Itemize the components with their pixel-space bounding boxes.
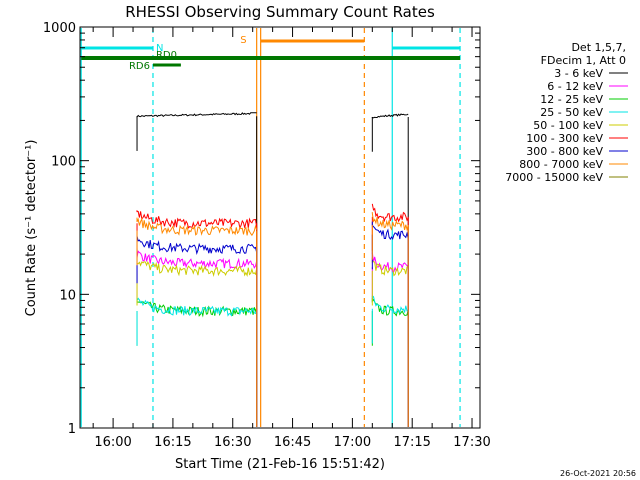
legend-entry: 800 - 7000 keV [519,158,603,171]
legend-entry: 300 - 800 keV [526,145,603,158]
x-tick-label: 17:00 [334,435,371,450]
series-line [371,257,409,277]
series-line [371,221,409,241]
flag-bars: N S RD0 RD6 [81,35,461,72]
chart-title: RHESSI Observing Summary Count Rates [125,3,435,21]
legend-entry: 50 - 100 keV [533,119,603,132]
series-line [136,235,258,256]
series-line [136,217,258,237]
x-tick-label: 17:15 [393,435,430,450]
series-line [136,112,257,119]
x-tick-label: 16:45 [274,435,311,450]
plot-frame [79,26,481,429]
flag-label-rd0: RD0 [156,50,177,61]
legend-entry: 7000 - 15000 keV [505,171,603,184]
vertical-markers [80,28,461,427]
x-tick-label: 16:15 [154,435,191,450]
legend-entry: 6 - 12 keV [547,80,603,93]
series-line [371,113,409,119]
footer-timestamp: 26-Oct-2021 20:56 [560,469,636,478]
flag-label-n: N [156,43,163,54]
legend-entry: 12 - 25 keV [540,93,603,106]
x-tick-label: 16:30 [214,435,251,450]
series-line [371,203,409,223]
series-line [136,297,258,317]
legend-header-1: Det 1,5,7, [571,41,626,54]
flag-label-s: S [240,35,246,46]
series-line [371,295,409,315]
series-line [371,212,409,232]
y-tick-label: 1000 [43,21,76,36]
y-tick-label: 100 [51,155,76,170]
series-line [136,210,258,230]
series-line [136,257,258,277]
legend-entry: 3 - 6 keV [554,67,603,80]
y-axis: 1 10 100 1000 [43,21,480,437]
y-axis-label: Count Rate (s⁻¹ detector⁻¹) [24,140,39,317]
legend-entry: 100 - 300 keV [526,132,603,145]
x-tick-label: 16:00 [94,435,131,450]
series-line [371,298,409,317]
y-tick-label: 1 [68,422,76,437]
series-line [136,298,258,318]
x-axis: 16:00 16:15 16:30 16:45 17:00 17:15 17:30 [92,27,491,450]
y-tick-label: 10 [59,288,76,303]
flag-label-rd6: RD6 [129,61,150,72]
x-axis-label: Start Time (21-Feb-16 15:51:42) [175,457,385,472]
x-tick-label: 17:30 [453,435,490,450]
legend-entry: 25 - 50 keV [540,106,603,119]
data-series [136,112,409,427]
legend-header-2: FDecim 1, Att 0 [541,54,626,67]
